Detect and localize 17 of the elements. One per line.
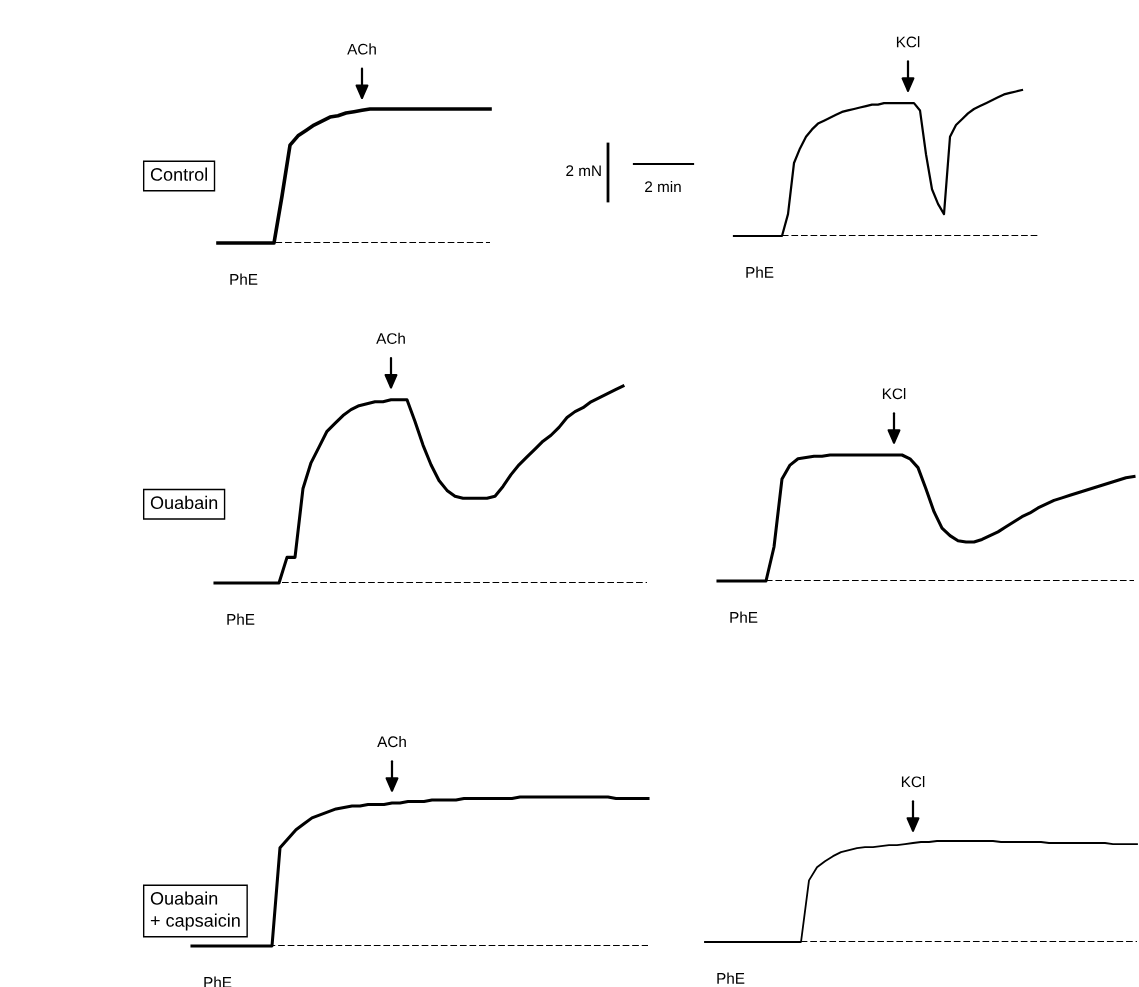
annotation: Ouabain + capsaicin xyxy=(150,891,240,931)
text: ACh xyxy=(347,43,376,55)
text: KCl xyxy=(896,36,920,48)
text: 2 mN xyxy=(566,165,601,176)
text: PhE xyxy=(230,273,258,285)
text: 2 min xyxy=(645,180,681,192)
text: PhE xyxy=(730,611,758,623)
text: KCl xyxy=(882,387,906,400)
text: PhE xyxy=(204,976,232,987)
text: KCl xyxy=(901,776,925,788)
text: ACh xyxy=(376,332,405,344)
text: Control xyxy=(150,167,207,181)
text: PhE xyxy=(227,613,255,625)
text: ACh xyxy=(377,735,406,748)
text: PhE xyxy=(717,972,745,984)
annotation: Ouabain xyxy=(150,495,218,510)
text: PhE xyxy=(746,266,774,278)
